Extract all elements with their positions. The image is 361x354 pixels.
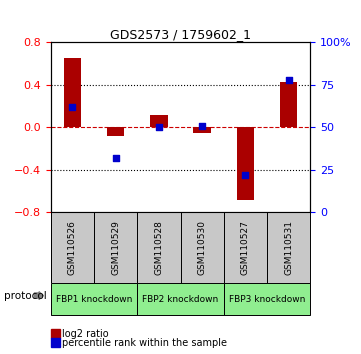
Bar <box>224 283 310 315</box>
Point <box>199 123 205 129</box>
Bar <box>107 127 124 136</box>
Bar <box>137 283 224 315</box>
Text: GSM110527: GSM110527 <box>241 220 250 275</box>
Point <box>113 155 118 161</box>
Point <box>156 125 162 130</box>
Text: percentile rank within the sample: percentile rank within the sample <box>62 338 227 348</box>
Title: GDS2573 / 1759602_1: GDS2573 / 1759602_1 <box>110 28 251 41</box>
Text: protocol: protocol <box>4 291 46 301</box>
Bar <box>280 82 297 127</box>
Bar <box>94 212 137 283</box>
Bar <box>224 212 267 283</box>
Text: FBP3 knockdown: FBP3 knockdown <box>229 295 305 304</box>
Bar <box>137 212 180 283</box>
Point <box>69 104 75 110</box>
Text: GSM110528: GSM110528 <box>155 220 163 275</box>
Bar <box>64 58 81 127</box>
Bar <box>193 127 211 133</box>
Text: FBP2 knockdown: FBP2 knockdown <box>142 295 219 304</box>
Text: GSM110526: GSM110526 <box>68 220 77 275</box>
Text: GSM110531: GSM110531 <box>284 220 293 275</box>
Text: FBP1 knockdown: FBP1 knockdown <box>56 295 132 304</box>
Text: GSM110530: GSM110530 <box>198 220 206 275</box>
Text: log2 ratio: log2 ratio <box>62 329 109 339</box>
Text: GSM110529: GSM110529 <box>111 220 120 275</box>
Bar <box>237 127 254 200</box>
Point <box>243 172 248 178</box>
Bar <box>267 212 310 283</box>
Point <box>286 77 292 83</box>
Bar <box>51 212 94 283</box>
Bar <box>180 212 224 283</box>
Bar <box>150 115 168 127</box>
Bar <box>51 283 137 315</box>
